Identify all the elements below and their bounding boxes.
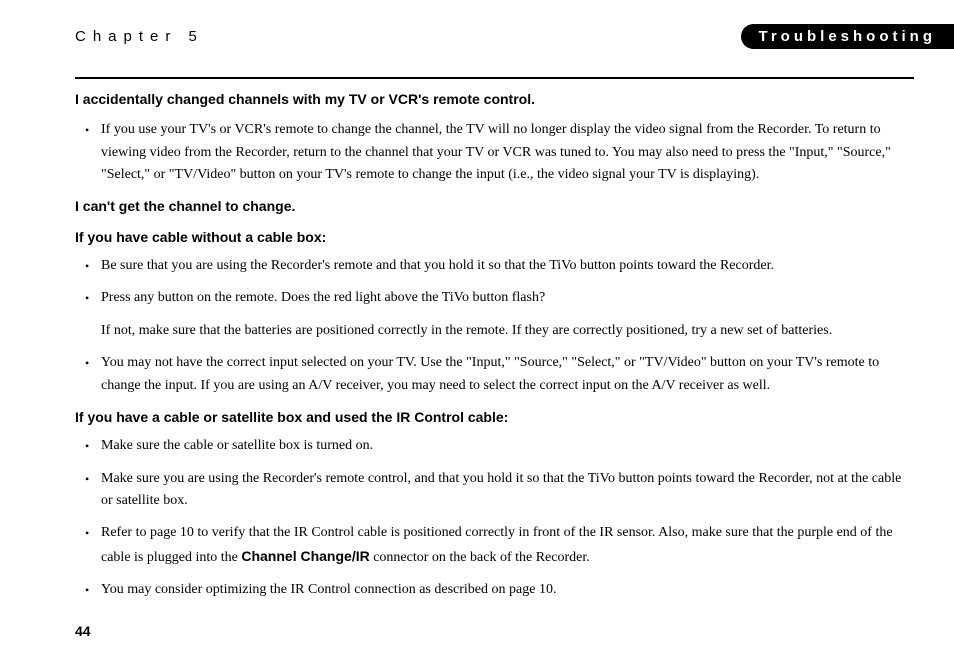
header-badge: Troubleshooting [741,24,954,49]
list-item-text-post: connector on the back of the Recorder. [370,550,590,565]
document-page: Chapter 5 Troubleshooting I accidentally… [0,0,954,663]
section-subheading: If you have a cable or satellite box and… [75,407,914,427]
chapter-label: Chapter 5 [75,28,204,45]
list-item: If you use your TV's or VCR's remote to … [75,119,914,186]
header-badge-wrap: Troubleshooting [741,24,915,49]
bullet-list: Make sure the cable or satellite box is … [75,435,914,601]
list-item: Make sure you are using the Recorder's r… [75,468,914,513]
bullet-list: If you use your TV's or VCR's remote to … [75,119,914,186]
list-item: Make sure the cable or satellite box is … [75,435,914,457]
section-subheading: If you have cable without a cable box: [75,227,914,247]
content: I accidentally changed channels with my … [75,89,914,602]
section-heading: I accidentally changed channels with my … [75,89,914,109]
list-item: Be sure that you are using the Recorder'… [75,255,914,277]
follow-paragraph: If not, make sure that the batteries are… [75,320,914,342]
list-item: You may consider optimizing the IR Contr… [75,579,914,601]
page-header: Chapter 5 Troubleshooting [75,24,914,49]
list-item: Press any button on the remote. Does the… [75,287,914,309]
bullet-list: Be sure that you are using the Recorder'… [75,255,914,310]
list-item-text-bold: Channel Change/IR [241,548,369,564]
bullet-list: You may not have the correct input selec… [75,352,914,397]
page-number: 44 [75,623,91,639]
list-item: You may not have the correct input selec… [75,352,914,397]
section-heading: I can't get the channel to change. [75,196,914,216]
list-item: Refer to page 10 to verify that the IR C… [75,522,914,569]
header-rule [75,77,914,79]
